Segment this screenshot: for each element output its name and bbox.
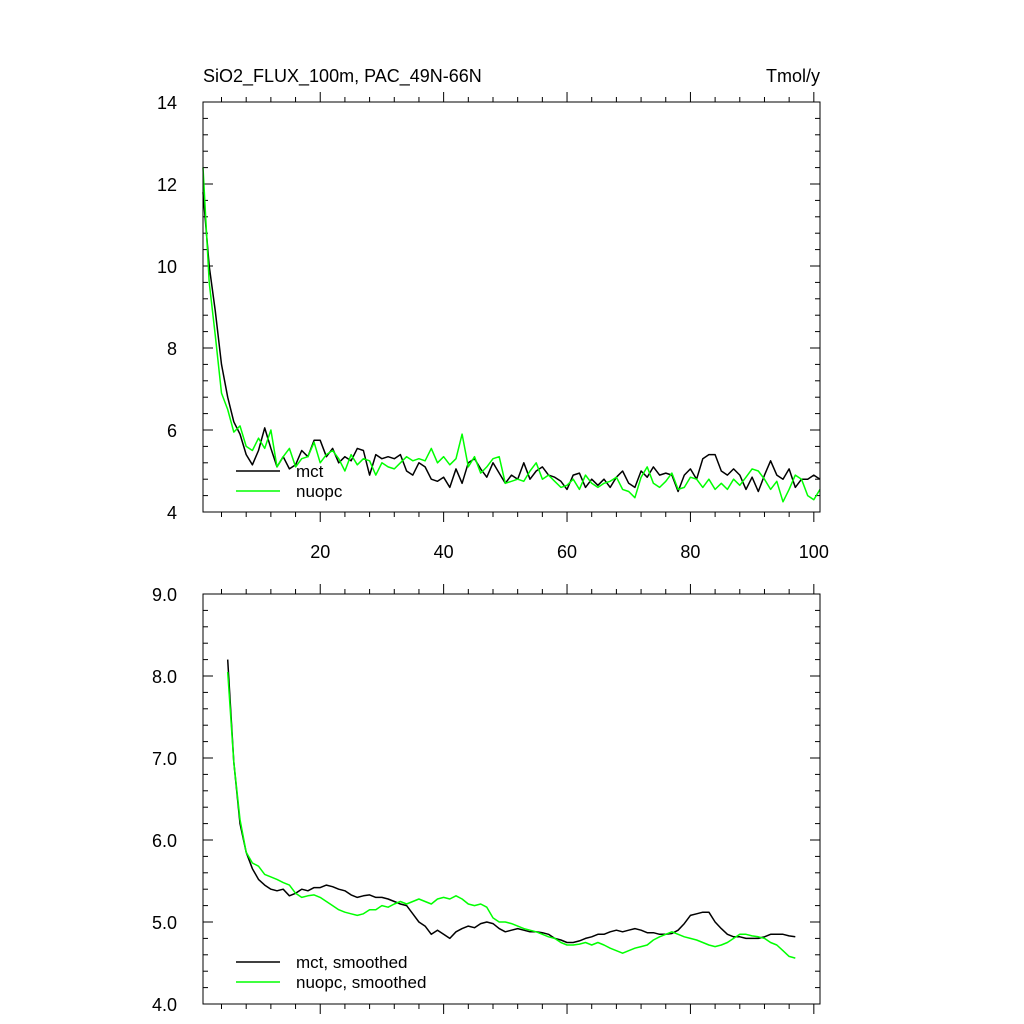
y-tick-label: 8.0 [152,667,177,687]
x-tick-label: 40 [434,542,454,562]
y-tick-label: 9.0 [152,585,177,605]
y-tick-label: 4 [167,503,177,523]
y-tick-label: 8 [167,339,177,359]
x-tick-label: 60 [557,542,577,562]
y-tick-label: 6 [167,421,177,441]
top-axis-ticks: 4 6 8 10 12 14 20 40 60 80 100 [157,92,829,562]
top-series [202,167,821,503]
bottom-series [226,659,796,959]
y-tick-label: 5.0 [152,913,177,933]
top-plot-frame [202,101,821,513]
bottom-axis-ticks: 4.0 5.0 6.0 7.0 8.0 9.0 [152,584,820,1015]
x-tick-label: 80 [680,542,700,562]
legend-label: mct [296,462,324,481]
y-tick-label: 12 [157,175,177,195]
y-tick-label: 7.0 [152,749,177,769]
legend-label: mct, smoothed [296,953,408,972]
x-tick-label: 20 [310,542,330,562]
legend-label: nuopc, smoothed [296,973,426,992]
series-line-nuopc-smoothed [226,671,796,959]
y-tick-label: 6.0 [152,831,177,851]
units-label: Tmol/y [766,66,820,86]
legend-label: nuopc [296,482,343,501]
series-line-nuopc [202,167,821,503]
series-line-mct [202,192,821,493]
y-tick-label: 4.0 [152,995,177,1015]
series-line-mct-smoothed [226,659,796,944]
y-tick-label: 10 [157,257,177,277]
y-tick-label: 14 [157,93,177,113]
x-tick-label: 100 [799,542,829,562]
top-panel: SiO2_FLUX_100m, PAC_49N-66N Tmol/y 4 6 8 10… [157,66,829,562]
bottom-plot-frame [202,593,821,1005]
chart-title: SiO2_FLUX_100m, PAC_49N-66N [203,66,482,87]
